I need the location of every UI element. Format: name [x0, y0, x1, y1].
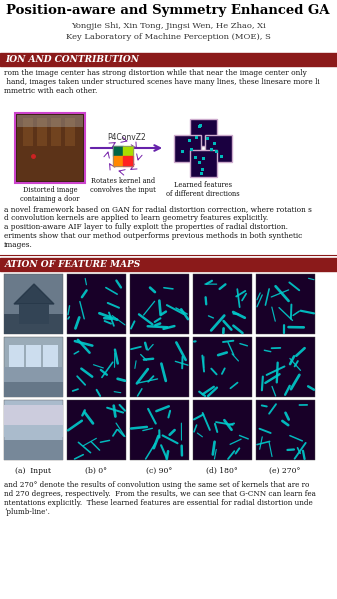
Bar: [206, 137, 209, 140]
Text: Learned features
of different directions: Learned features of different directions: [166, 181, 240, 198]
Text: a position-aware AIF layer to fully exploit the properties of radial distortion.: a position-aware AIF layer to fully expl…: [4, 223, 288, 231]
Bar: [193, 337, 252, 397]
Text: Key Laboratory of Machine Perception (MOE), S: Key Laboratory of Machine Perception (MO…: [66, 33, 270, 41]
Text: a novel framework based on GAN for radial distortion correction, where rotation : a novel framework based on GAN for radia…: [4, 205, 312, 213]
Bar: [17, 115, 83, 181]
Bar: [203, 158, 205, 161]
Bar: [193, 274, 252, 334]
Bar: [181, 150, 184, 153]
Bar: [123, 146, 133, 156]
Bar: [4, 405, 63, 425]
Bar: [37, 118, 47, 146]
Bar: [190, 119, 217, 146]
Text: images.: images.: [4, 241, 33, 249]
Bar: [26, 345, 41, 375]
Bar: [199, 123, 202, 126]
Polygon shape: [14, 284, 54, 304]
Text: nd 270 degrees, respectively.  From the results, we can see that G-CNN can learn: nd 270 degrees, respectively. From the r…: [4, 490, 316, 498]
Bar: [65, 118, 75, 146]
Text: Distorted image
containing a door: Distorted image containing a door: [20, 186, 80, 203]
Bar: [113, 146, 123, 156]
Bar: [215, 150, 218, 153]
Bar: [9, 345, 24, 375]
Bar: [130, 400, 189, 460]
Text: (e) 270°: (e) 270°: [269, 467, 301, 475]
Bar: [190, 150, 217, 177]
Bar: [190, 149, 193, 152]
Bar: [67, 337, 126, 397]
Bar: [123, 156, 133, 166]
Text: (b) 0°: (b) 0°: [85, 467, 107, 475]
Bar: [188, 139, 191, 142]
Bar: [4, 274, 63, 334]
Text: (c) 90°: (c) 90°: [146, 467, 172, 475]
Text: mmetric with each other.: mmetric with each other.: [4, 87, 97, 95]
Text: ‘plumb-line’.: ‘plumb-line’.: [4, 508, 50, 516]
Bar: [213, 142, 216, 145]
Bar: [0, 258, 337, 271]
Bar: [130, 274, 189, 334]
Bar: [130, 337, 189, 397]
Bar: [205, 135, 232, 162]
Bar: [19, 304, 49, 324]
Text: hand, images taken under structured scenes have many lines, these linesare more : hand, images taken under structured scen…: [4, 78, 320, 86]
Bar: [200, 172, 203, 175]
Bar: [67, 400, 126, 460]
Bar: [220, 155, 223, 158]
Text: Position-aware and Symmetry Enhanced GA: Position-aware and Symmetry Enhanced GA: [6, 4, 330, 17]
Bar: [194, 156, 197, 159]
Bar: [4, 377, 63, 397]
Bar: [174, 135, 201, 162]
Text: ntentations explicitly.  These learned features are essential for radial distort: ntentations explicitly. These learned fe…: [4, 499, 313, 507]
Bar: [113, 156, 123, 166]
Bar: [198, 161, 201, 164]
Text: d convolution kernels are applied to learn geometry features explicitly.: d convolution kernels are applied to lea…: [4, 214, 268, 222]
Text: eriments show that our method outperforms previous methods in both synthetic: eriments show that our method outperform…: [4, 232, 302, 240]
Text: and 270° denote the results of convolution using the same set of kernels that ar: and 270° denote the results of convoluti…: [4, 481, 309, 489]
Bar: [4, 367, 63, 382]
Bar: [211, 148, 213, 151]
Bar: [15, 113, 85, 183]
Bar: [201, 168, 204, 171]
Bar: [256, 400, 315, 460]
Bar: [195, 137, 198, 140]
Bar: [198, 125, 201, 128]
Bar: [256, 337, 315, 397]
Bar: [193, 400, 252, 460]
Text: rom the image center has strong distortion while that near the image center only: rom the image center has strong distorti…: [4, 69, 307, 77]
Text: P4ConvZ2: P4ConvZ2: [107, 133, 146, 142]
Bar: [17, 115, 83, 127]
Bar: [51, 118, 61, 146]
Bar: [4, 337, 63, 397]
Text: ION AND CONTRIBUTION: ION AND CONTRIBUTION: [5, 55, 139, 64]
Bar: [4, 425, 63, 437]
Bar: [67, 274, 126, 334]
Bar: [23, 118, 33, 146]
Bar: [0, 53, 337, 66]
Bar: [256, 274, 315, 334]
Text: (d) 180°: (d) 180°: [206, 467, 238, 475]
Bar: [113, 146, 133, 166]
Text: ATION OF FEATURE MAPS: ATION OF FEATURE MAPS: [5, 260, 141, 269]
Text: Rotates kernel and
convolves the input: Rotates kernel and convolves the input: [90, 177, 156, 194]
Bar: [4, 440, 63, 460]
Text: (a)  Input: (a) Input: [15, 467, 51, 475]
Bar: [43, 345, 58, 375]
Bar: [4, 400, 63, 460]
Bar: [4, 314, 63, 334]
Text: Yongjie Shi, Xin Tong, Jingsi Wen, He Zhao, Xi: Yongjie Shi, Xin Tong, Jingsi Wen, He Zh…: [71, 22, 265, 30]
